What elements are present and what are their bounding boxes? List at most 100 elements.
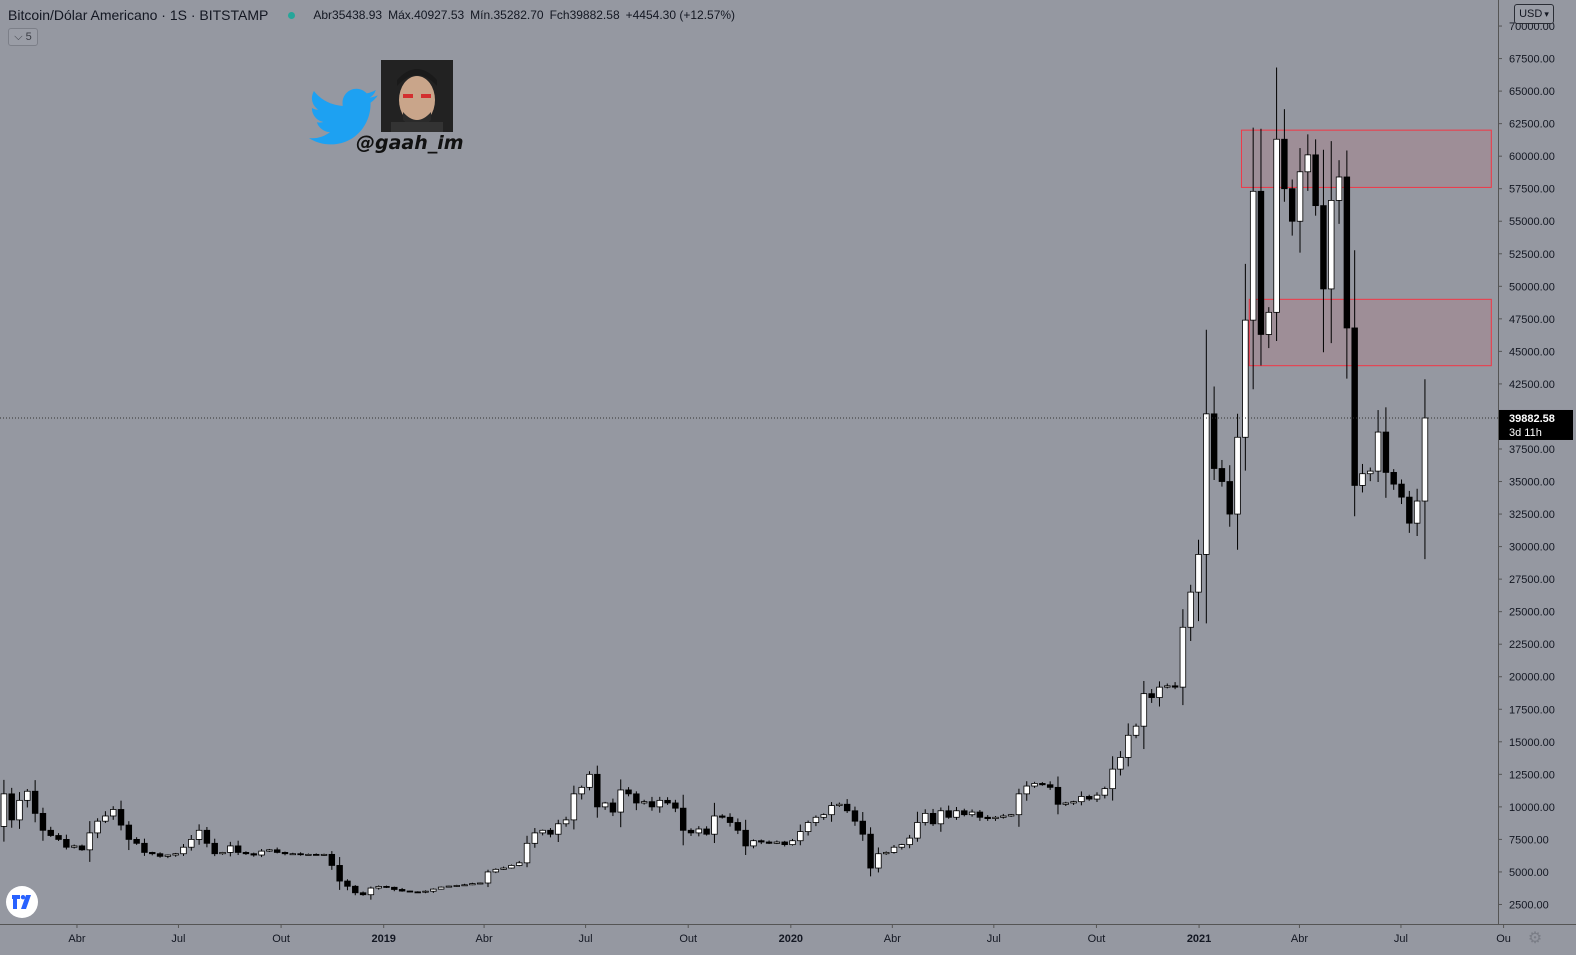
ohlc-close: Fch39882.58: [549, 8, 620, 22]
x-tick-label: Abr: [1291, 933, 1308, 945]
y-tick-label: 17500.00: [1509, 704, 1555, 716]
candle-up: [640, 801, 648, 804]
last-price-label-box: [1499, 409, 1573, 440]
candle-down: [851, 810, 859, 822]
gear-icon[interactable]: ⚙: [1527, 930, 1543, 947]
candle-up: [289, 853, 297, 856]
ohlc-low: Mín.35282.70: [470, 8, 544, 22]
candle-down: [1210, 413, 1218, 469]
twitter-bird-icon: [309, 88, 378, 145]
candle-up: [1374, 431, 1382, 472]
candle-up: [1242, 319, 1249, 438]
candle-up: [1367, 470, 1374, 475]
candle-up: [1187, 591, 1194, 628]
candle-down: [1257, 190, 1265, 335]
candle-down: [1085, 796, 1093, 800]
candle-down: [149, 852, 156, 855]
y-tick-label: 30000.00: [1509, 542, 1555, 554]
ohlc-open: Abr35438.93: [313, 8, 383, 22]
candle-down: [672, 802, 679, 809]
candle-down: [867, 833, 874, 869]
y-tick-label: 52500.00: [1509, 249, 1555, 261]
indicators-collapse-button[interactable]: ⌵ 5: [8, 28, 38, 46]
y-tick-label: 62500.00: [1509, 119, 1555, 131]
candle-up: [695, 828, 703, 834]
candle-down: [234, 845, 242, 853]
candle-up: [24, 790, 31, 801]
candle-down: [742, 829, 749, 847]
y-tick-label: 67500.00: [1509, 54, 1555, 66]
candle-up: [820, 814, 827, 818]
candle-up: [1062, 802, 1069, 805]
candle-down: [758, 840, 765, 843]
y-tick-label: 27500.00: [1509, 574, 1555, 586]
candle-down: [859, 820, 866, 835]
candle-down: [633, 793, 640, 804]
candle-up: [320, 853, 328, 856]
candle-up: [539, 829, 546, 834]
candle-down: [1226, 481, 1233, 515]
candle-up: [1031, 783, 1038, 787]
candle-up: [500, 867, 507, 870]
candle-up: [0, 793, 8, 827]
candle-down: [55, 835, 62, 840]
y-tick-label: 35000.00: [1509, 477, 1555, 489]
candle-up: [570, 793, 578, 821]
candle-down: [1351, 327, 1358, 486]
candle-down: [398, 889, 406, 892]
y-tick-label: 37500.00: [1509, 444, 1555, 456]
y-tick-label: 65000.00: [1509, 86, 1555, 98]
candle-up: [461, 884, 468, 887]
currency-selector-button[interactable]: USD ▾: [1514, 4, 1554, 24]
x-tick-label: Jul: [579, 933, 593, 945]
ohlc-change: +4454.30 (+12.57%): [625, 8, 736, 22]
candle-up: [789, 840, 796, 846]
y-tick-label: 22500.00: [1509, 639, 1555, 651]
ohlc-high: Máx.40927.53: [388, 8, 465, 22]
candle-up: [305, 853, 312, 856]
market-status-dot: [288, 11, 296, 19]
candle-up: [375, 886, 382, 889]
y-tick-label: 25000.00: [1509, 607, 1555, 619]
candle-down: [961, 810, 968, 816]
candle-up: [469, 883, 476, 886]
candle-up: [508, 865, 515, 869]
candle-down: [1148, 693, 1155, 698]
candle-down: [359, 892, 367, 896]
symbol-title[interactable]: Bitcoin/Dólar Americano · 1S · BITSTAMP: [8, 7, 269, 23]
candle-down: [945, 810, 952, 818]
candle-down: [242, 852, 250, 855]
candle-up: [437, 886, 445, 890]
candle-down: [734, 822, 742, 831]
x-tick-label: 2019: [371, 933, 395, 945]
bar-countdown-label: 3d 11h: [1509, 427, 1542, 439]
candle-down: [133, 839, 140, 844]
candle-up: [102, 815, 109, 822]
candle-up: [445, 885, 453, 888]
candle-up: [1023, 785, 1030, 795]
tradingview-logo-icon[interactable]: [6, 886, 38, 918]
candle-down: [211, 842, 218, 855]
candle-down: [1343, 176, 1351, 329]
candle-down: [328, 853, 336, 866]
candle-down: [984, 816, 991, 819]
y-tick-label: 70000.00: [1509, 21, 1555, 33]
candle-up: [617, 789, 624, 813]
candle-up: [1304, 154, 1312, 173]
candle-down: [39, 812, 47, 831]
candle-up: [110, 809, 117, 817]
candle-down: [125, 824, 133, 840]
candle-up: [1117, 757, 1124, 770]
candle-down: [47, 829, 54, 836]
candle-down: [648, 801, 656, 808]
candle-up: [968, 811, 976, 816]
candle-up: [94, 820, 101, 834]
candle-up: [797, 831, 804, 842]
candle-up: [484, 871, 492, 884]
candle-down: [594, 773, 601, 808]
candle-down: [250, 853, 257, 856]
last-price-label: 39882.58: [1509, 413, 1555, 425]
candle-up: [882, 852, 890, 855]
